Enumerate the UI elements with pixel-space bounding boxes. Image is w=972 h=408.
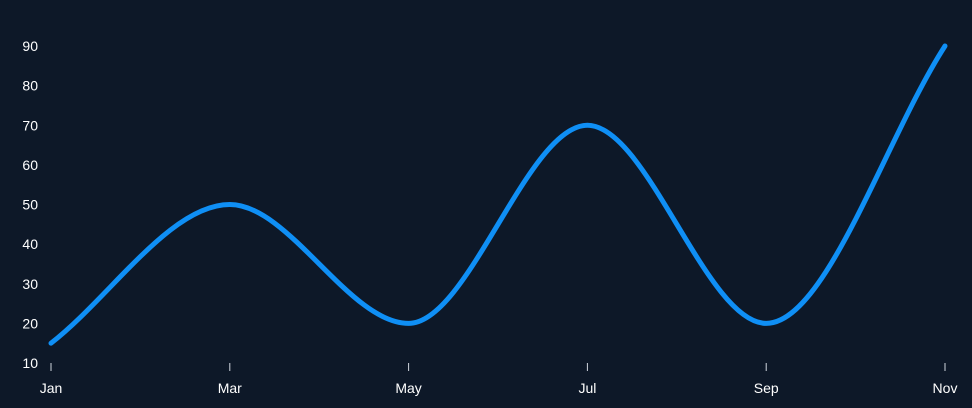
x-tick-label: Jan (40, 380, 63, 396)
x-axis: Jan Mar May Jul Sep Nov (40, 363, 958, 396)
y-tick-label: 10 (22, 355, 38, 371)
x-tick-label: May (395, 380, 421, 396)
y-tick-label: 30 (22, 276, 38, 292)
x-tick-label: Nov (933, 380, 958, 396)
y-axis: 10 20 30 40 50 60 70 80 90 (22, 38, 38, 371)
y-tick-label: 40 (22, 236, 38, 252)
y-tick-label: 90 (22, 38, 38, 54)
series-layer (48, 43, 948, 346)
x-tick-label: Mar (218, 380, 242, 396)
y-tick-label: 50 (22, 197, 38, 213)
x-tick-label: Jul (578, 380, 596, 396)
y-tick-label: 20 (22, 315, 38, 331)
y-tick-label: 60 (22, 157, 38, 173)
x-tick-label: Sep (754, 380, 779, 396)
y-tick-label: 70 (22, 117, 38, 133)
series-line (48, 43, 948, 346)
y-tick-label: 80 (22, 78, 38, 94)
